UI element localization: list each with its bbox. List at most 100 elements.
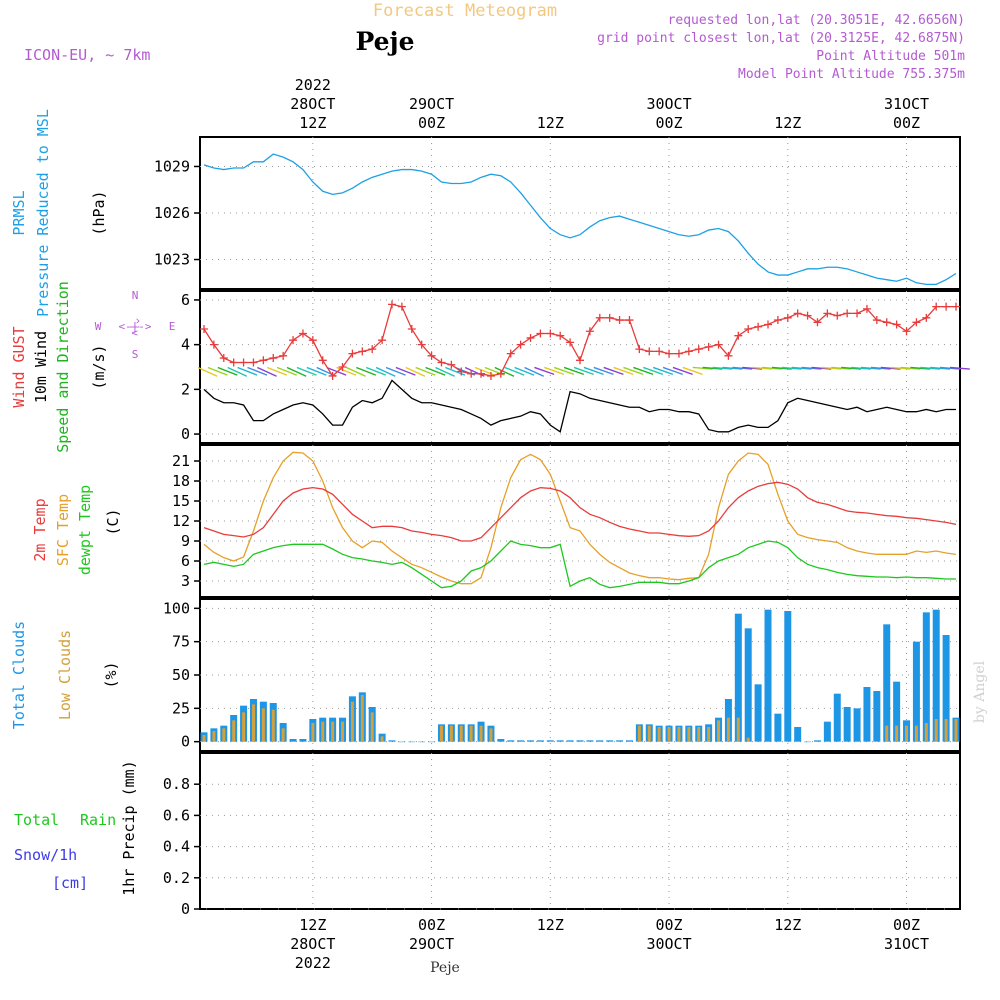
top-axis-label: 2022	[295, 76, 331, 94]
wind-direction-arrow	[247, 366, 268, 376]
bottom-axis-label: 00Z	[418, 916, 445, 934]
wind-direction-arrow	[553, 366, 575, 376]
low-cloud-bar	[677, 727, 681, 742]
low-cloud-bar	[895, 725, 899, 742]
top-axis-label: 29OCT	[409, 95, 454, 113]
wind-direction-arrow	[900, 366, 921, 370]
wind-gust-marker	[843, 309, 852, 318]
wind-direction-arrow	[504, 366, 525, 376]
bottom-axis-label: 12Z	[774, 916, 801, 934]
wind-direction-arrow	[524, 366, 544, 377]
total-cloud-bar	[289, 739, 297, 742]
bottom-axis-label: 28OCT	[290, 935, 335, 953]
bottom-axis-label: 30OCT	[646, 935, 691, 953]
low-cloud-bar	[341, 721, 345, 742]
wind-gust-marker	[635, 345, 644, 354]
top-axis-label: 00Z	[418, 114, 445, 132]
wind-direction-arrow	[712, 366, 733, 370]
total-cloud-bar	[507, 740, 515, 742]
wind-gust-marker	[486, 371, 495, 380]
wind-gust-marker	[447, 360, 456, 369]
wind-gust-marker	[298, 329, 307, 338]
wind-ytick-label: 2	[181, 380, 190, 398]
temp-ytick-label: 6	[181, 552, 190, 570]
wind-gust-marker	[952, 302, 960, 311]
wind-direction-arrow	[573, 366, 594, 376]
low-cloud-bar	[251, 704, 255, 742]
total-cloud-bar	[922, 612, 930, 742]
footer-location: Peje	[430, 960, 460, 976]
wind-direction-arrow	[415, 366, 436, 376]
temp-ytick-label: 3	[181, 572, 190, 590]
precip-ytick-label: 0.6	[163, 806, 190, 824]
total-cloud-bar	[388, 740, 396, 742]
total-cloud-bar	[744, 628, 752, 742]
temp-unit: (C)	[104, 508, 122, 535]
credit-watermark: by Angel	[972, 660, 988, 723]
wind-direction-arrow	[494, 366, 515, 377]
total-cloud-bar	[418, 741, 426, 743]
temp-label-sfc: SFC Temp	[54, 494, 72, 566]
wind-gust-marker	[872, 316, 881, 325]
precip-ytick-label: 0.4	[163, 838, 190, 856]
low-cloud-bar	[746, 737, 750, 742]
header-altitude: Point Altitude 501m	[816, 49, 965, 64]
pressure-grid	[200, 137, 960, 289]
wind-gust-marker	[892, 320, 901, 329]
wind-yticks: 0 2 4 6	[181, 291, 200, 443]
wind-unit: (m/s)	[90, 344, 108, 389]
wind-direction-arrow	[831, 366, 852, 370]
wind-gust-marker	[793, 309, 802, 318]
low-cloud-bar	[212, 731, 216, 742]
wind-gust-marker	[279, 351, 288, 360]
temp-ytick-label: 15	[172, 492, 190, 510]
wind-gust-marker	[536, 329, 545, 338]
wind-gust-marker	[714, 340, 723, 349]
wind-direction-arrow	[544, 366, 565, 376]
wind-direction-arrow	[395, 366, 416, 376]
total-cloud-bar	[883, 624, 891, 742]
wind-gust-marker	[506, 349, 515, 358]
wind-gust-marker	[665, 349, 674, 358]
low-cloud-bar	[924, 723, 928, 742]
wind-direction-arrow	[385, 366, 406, 376]
wind-direction-arrow	[850, 366, 871, 370]
wind-gust-marker	[922, 313, 931, 322]
wind-gust-marker	[259, 356, 268, 365]
bottom-axis-label: 2022	[295, 954, 331, 972]
pressure-yticks: 1023 1026 1029	[154, 157, 200, 269]
total-cloud-bar	[556, 740, 564, 742]
wind-ytick-label: 4	[181, 336, 190, 354]
wind-gust-marker	[229, 358, 238, 367]
wind-direction-arrow	[752, 366, 772, 370]
bottom-axis-label: 12Z	[537, 916, 564, 934]
wind-direction-arrows	[197, 366, 970, 377]
pressure-label-prmsl: PRMSL	[10, 190, 28, 235]
header-gridpoint: grid point closest lon,lat (20.3125E, 42…	[597, 31, 965, 46]
wind-direction-arrow	[613, 366, 634, 376]
wind-gust-marker	[655, 347, 664, 356]
low-cloud-bar	[637, 725, 641, 742]
total-cloud-bar	[566, 740, 574, 742]
top-axis-label: 31OCT	[884, 95, 929, 113]
clouds-ytick-label: 25	[172, 699, 190, 717]
wind-direction-arrow	[949, 366, 970, 370]
temp-line-2m-temp	[203, 481, 957, 542]
wind-gust-marker	[368, 345, 377, 354]
temp-series	[203, 451, 957, 589]
wind-label-direction: Speed and Direction	[54, 281, 72, 453]
wind-gust-marker	[605, 313, 614, 322]
low-cloud-bar	[885, 725, 889, 742]
wind-direction-arrow	[435, 366, 455, 377]
total-cloud-bar	[912, 641, 920, 742]
wind-direction-arrow	[662, 366, 683, 376]
total-cloud-bar	[932, 609, 940, 742]
top-axis-label: 30OCT	[646, 95, 691, 113]
wind-gust-marker	[704, 342, 713, 351]
wind-panel: 0 2 4 6 Wind GUST 10m Wind Speed and Direct…	[10, 281, 970, 453]
total-cloud-bar	[942, 635, 950, 742]
wind-ytick-label: 0	[181, 425, 190, 443]
wind-gust-marker	[249, 358, 258, 367]
